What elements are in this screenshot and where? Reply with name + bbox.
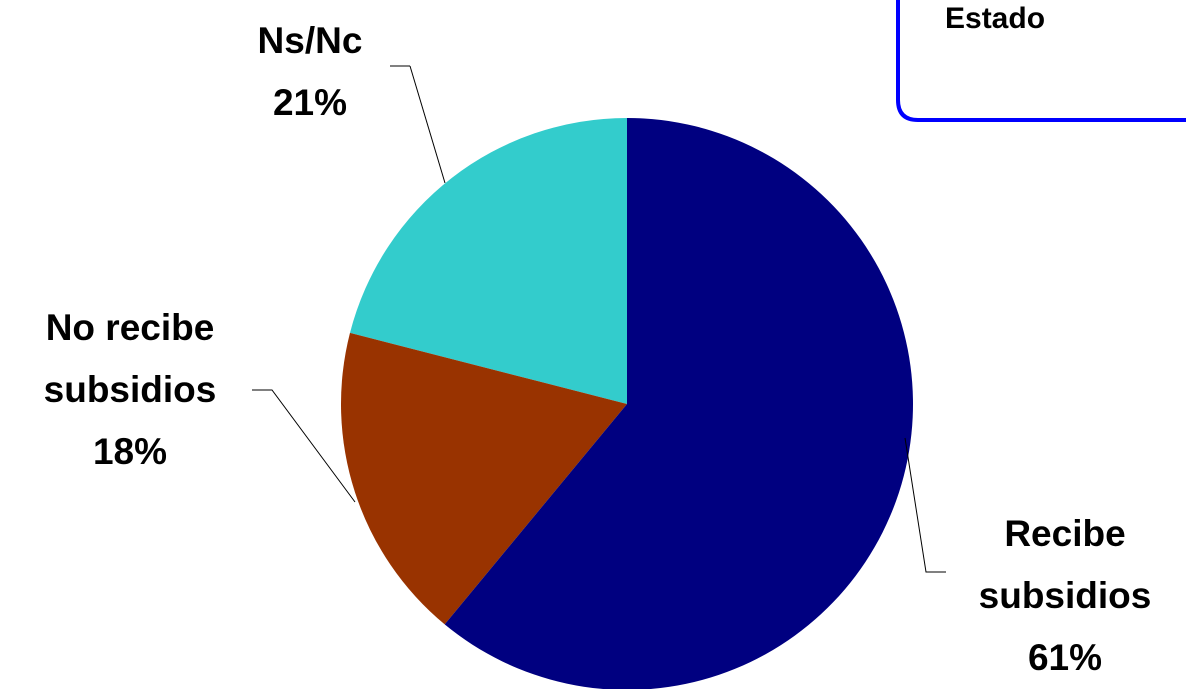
slice-label: No recibe subsidios 18% bbox=[5, 297, 255, 483]
leader-line bbox=[409, 65, 446, 184]
annotation-box bbox=[896, 0, 1186, 122]
value-label: 18% bbox=[92, 431, 168, 472]
slice-label: Ns/Nc 21% bbox=[185, 10, 435, 134]
value-label: 21% bbox=[272, 82, 348, 123]
annotation: Estado bbox=[945, 2, 1046, 35]
pie-slice bbox=[444, 118, 913, 689]
category-label: No recibe subsidios bbox=[43, 307, 217, 410]
pie-slice bbox=[341, 332, 627, 625]
category-label: Recibe subsidios bbox=[978, 513, 1152, 616]
pie-slice bbox=[349, 118, 627, 404]
value-label: 61% bbox=[1027, 637, 1103, 678]
slice-label: Recibe subsidios 61% bbox=[940, 503, 1186, 689]
category-label: Ns/Nc bbox=[257, 20, 363, 61]
leader-line bbox=[252, 389, 356, 503]
leader-line bbox=[904, 437, 946, 573]
